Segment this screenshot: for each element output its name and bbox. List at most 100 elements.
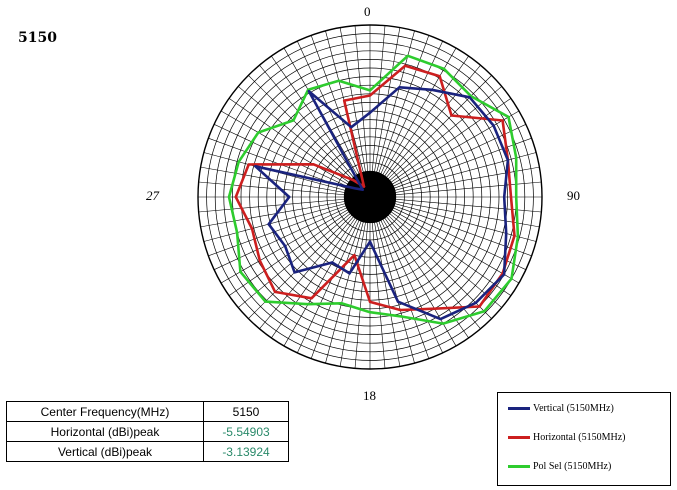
grid-spoke — [200, 166, 371, 198]
data-point-pol — [483, 310, 486, 313]
grid-spoke — [203, 152, 371, 198]
grid-spoke — [369, 196, 492, 319]
data-point-pol — [257, 131, 260, 134]
grid-spoke — [354, 25, 371, 198]
data-point-horizontal — [501, 119, 504, 122]
data-point-vertical — [368, 240, 372, 243]
grid-spoke — [208, 196, 371, 257]
data-point-pol — [235, 231, 239, 234]
grid-spoke — [271, 196, 371, 339]
table-cell-label: Center Frequency(MHz) — [6, 401, 204, 422]
grid-spoke — [369, 35, 430, 198]
grid-spoke — [339, 27, 371, 198]
data-point-vertical — [439, 317, 442, 321]
data-point-vertical — [505, 232, 508, 235]
grid-spoke — [369, 196, 386, 369]
grid-spoke — [369, 55, 469, 198]
legend-item: Pol Sel (5150MHz) — [508, 461, 611, 472]
grid-spoke — [369, 47, 457, 198]
grid-spoke — [369, 27, 401, 198]
legend-item: Vertical (5150MHz) — [508, 403, 614, 414]
angle-label-90: 90 — [567, 188, 580, 203]
legend-label: Vertical (5150MHz) — [533, 403, 614, 414]
data-point-pol — [264, 300, 267, 303]
grid-spoke — [310, 196, 371, 359]
grid-spoke — [369, 196, 512, 296]
table-cell-label: Horizontal (dBi)peak — [6, 421, 204, 442]
grid-spoke — [200, 196, 371, 228]
data-point-horizontal — [258, 259, 261, 262]
data-point-vertical — [331, 261, 334, 264]
legend-swatch-horizontal — [508, 436, 530, 439]
data-point-horizontal — [273, 290, 277, 294]
grid-spoke — [228, 196, 371, 296]
data-point-vertical — [350, 126, 353, 129]
data-point-horizontal — [450, 114, 453, 117]
grid-spoke — [369, 196, 415, 364]
data-point-pol — [441, 322, 445, 325]
data-point-horizontal — [433, 307, 436, 310]
table-cell-label: Vertical (dBi)peak — [6, 441, 204, 462]
angle-label-0: 0 — [364, 4, 371, 19]
grid-spoke — [369, 196, 401, 367]
grid-spoke — [369, 196, 443, 354]
data-point-pol — [340, 302, 343, 305]
grid-spoke — [238, 196, 371, 308]
data-point-vertical — [267, 223, 270, 226]
data-point-horizontal — [509, 195, 513, 199]
grid-spoke — [259, 65, 371, 198]
data-point-pol — [510, 277, 513, 280]
grid-spoke — [228, 98, 371, 198]
data-point-vertical — [492, 124, 495, 127]
grid-spoke — [297, 40, 371, 198]
data-point-horizontal — [312, 163, 315, 166]
grid-spoke — [248, 196, 371, 319]
data-point-horizontal — [353, 253, 356, 257]
data-point-vertical — [353, 187, 357, 190]
data-point-vertical — [502, 273, 506, 276]
data-point-horizontal — [250, 227, 254, 230]
chart-title: 5150 — [18, 30, 57, 46]
legend-item: Horizontal (5150MHz) — [508, 432, 625, 443]
info-table: Center Frequency(MHz) 5150 Horizontal (d… — [6, 401, 289, 462]
grid-spoke — [369, 166, 540, 198]
data-point-horizontal — [478, 305, 481, 308]
data-point-vertical — [398, 86, 401, 89]
table-row: Horizontal (dBi)peak -5.54903 — [6, 421, 289, 442]
grid-spoke — [283, 196, 371, 347]
grid-spoke — [220, 110, 371, 198]
data-point-pol — [515, 156, 518, 159]
grid-spoke — [259, 196, 371, 329]
data-point-vertical — [474, 301, 477, 304]
grid-spoke — [369, 196, 537, 242]
center-hub — [344, 171, 396, 223]
data-point-vertical — [293, 271, 296, 274]
grid-spoke — [220, 196, 371, 284]
grid-spoke — [369, 25, 386, 198]
grid-spoke — [369, 196, 540, 228]
grid-spoke — [369, 137, 532, 198]
grid-spoke — [339, 196, 371, 367]
data-point-pol — [406, 54, 409, 57]
data-point-horizontal — [368, 94, 372, 97]
data-point-vertical — [506, 158, 510, 162]
data-point-vertical — [503, 195, 506, 199]
data-point-horizontal — [247, 163, 250, 166]
grid-spoke — [369, 30, 415, 198]
table-row: Vertical (dBi)peak -3.13924 — [6, 441, 289, 462]
table-row: Center Frequency(MHz) 5150 — [6, 401, 289, 422]
chart-legend: Vertical (5150MHz) Horizontal (5150MHz) … — [497, 392, 671, 486]
data-point-pol — [337, 79, 340, 82]
grid-spoke — [369, 124, 527, 198]
data-point-vertical — [307, 90, 311, 93]
grid-spoke — [369, 181, 542, 198]
data-point-vertical — [254, 165, 257, 168]
grid-spoke — [369, 196, 430, 359]
data-point-vertical — [361, 188, 364, 191]
grid-spoke — [369, 40, 443, 198]
data-point-vertical — [468, 96, 471, 99]
angle-label-180: 18 — [363, 388, 376, 403]
grid-spoke — [369, 196, 520, 284]
data-point-pol — [400, 315, 404, 318]
polar-chart — [197, 24, 543, 370]
